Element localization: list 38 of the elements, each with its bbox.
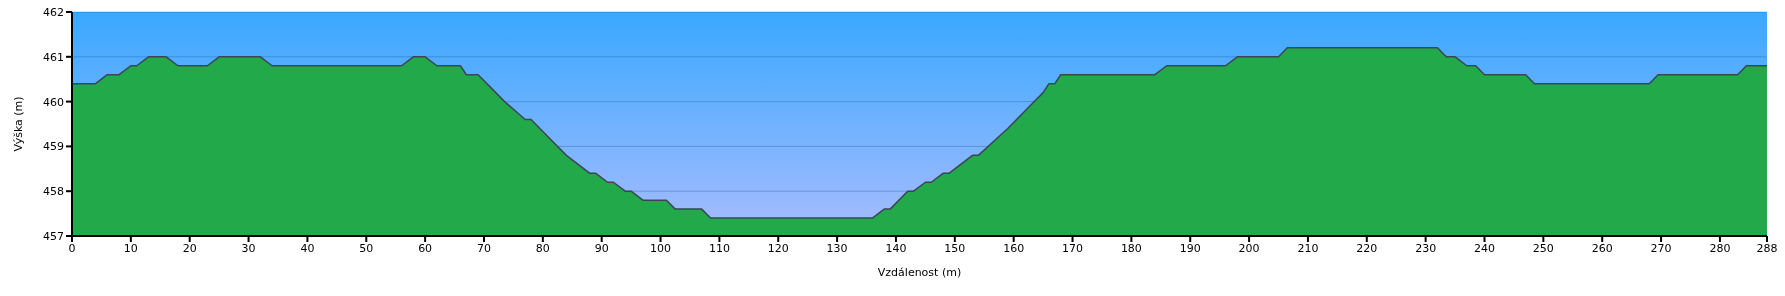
x-tick-label: 110 bbox=[708, 241, 730, 255]
x-tick-label: 250 bbox=[1532, 241, 1554, 255]
y-tick-label: 462 bbox=[43, 5, 64, 19]
x-tick-label: 220 bbox=[1356, 241, 1378, 255]
x-tick-label: 280 bbox=[1709, 241, 1731, 255]
y-tick-label: 459 bbox=[43, 140, 64, 154]
x-tick-label: 150 bbox=[944, 241, 966, 255]
x-axis-title: Vzdálenost (m) bbox=[877, 266, 962, 279]
x-tick-label: 200 bbox=[1238, 241, 1260, 255]
x-tick-label: 100 bbox=[650, 241, 672, 255]
x-tick-label: 20 bbox=[182, 241, 197, 255]
x-tick-label: 0 bbox=[68, 241, 76, 255]
x-tick-label: 40 bbox=[300, 241, 315, 255]
x-tick-label: 120 bbox=[767, 241, 789, 255]
y-tick-label: 460 bbox=[43, 95, 64, 109]
x-tick-label: 30 bbox=[241, 241, 256, 255]
x-tick-label: 130 bbox=[826, 241, 848, 255]
x-tick-label: 90 bbox=[594, 241, 609, 255]
x-tick-label: 230 bbox=[1415, 241, 1437, 255]
x-tick-label: 240 bbox=[1474, 241, 1495, 255]
x-tick-label: 260 bbox=[1591, 241, 1613, 255]
x-tick-label: 60 bbox=[418, 241, 433, 255]
x-tick-label: 140 bbox=[885, 241, 907, 255]
x-tick-label: 288 bbox=[1756, 241, 1778, 255]
x-tick-label: 210 bbox=[1297, 241, 1319, 255]
x-tick-label: 160 bbox=[1003, 241, 1025, 255]
x-tick-label: 10 bbox=[123, 241, 138, 255]
x-tick-label: 270 bbox=[1650, 241, 1672, 255]
x-tick-label: 70 bbox=[476, 241, 491, 255]
x-tick-label: 170 bbox=[1062, 241, 1084, 255]
x-tick-label: 50 bbox=[359, 241, 374, 255]
x-tick-label: 80 bbox=[535, 241, 550, 255]
x-tick-label: 180 bbox=[1120, 241, 1142, 255]
y-tick-label: 458 bbox=[43, 185, 64, 199]
y-tick-label: 457 bbox=[43, 229, 64, 243]
y-axis-title: Výška (m) bbox=[11, 96, 25, 152]
x-tick-label: 190 bbox=[1179, 241, 1201, 255]
y-tick-label: 461 bbox=[43, 50, 64, 64]
